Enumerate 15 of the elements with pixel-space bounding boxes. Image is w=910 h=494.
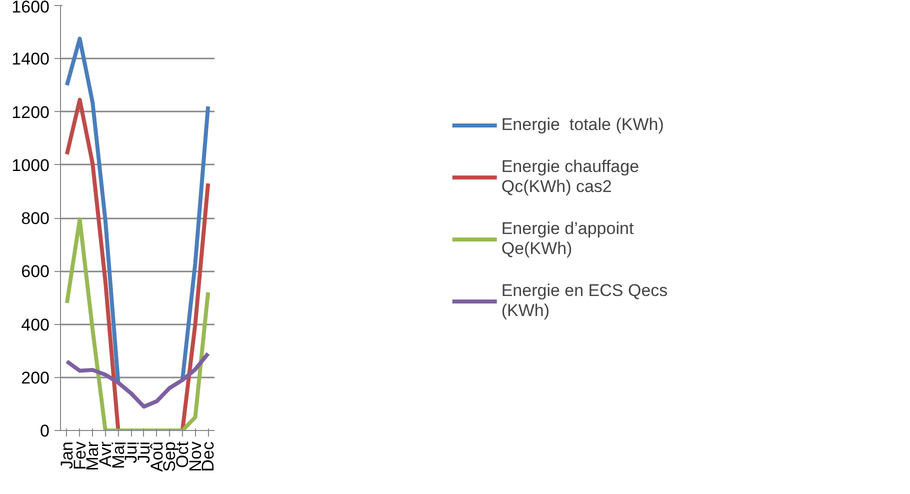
legend-label: Energie totale (KWh) (501, 114, 664, 134)
line-series (64, 217, 210, 430)
y-tick-label: 1400 (12, 50, 50, 69)
y-tick-label: 200 (21, 368, 50, 388)
y-tick-label: 400 (21, 315, 50, 334)
line-series (64, 351, 210, 409)
y-tick-label: 600 (21, 262, 50, 282)
y-tick-label: 0 (40, 422, 50, 440)
legend-label: Energie d’appoint Qe(KWh) (501, 218, 634, 258)
y-tick-label: 800 (21, 209, 50, 228)
y-tick-label: 1600 (12, 0, 50, 16)
y-tick-label: 1200 (12, 102, 50, 122)
legend-label: Energie en ECS Qecs (KWh) (501, 280, 668, 320)
legend-label: Energie chauffage Qc(KWh) cas2 (501, 156, 640, 196)
y-tick-label: 1000 (12, 156, 50, 175)
